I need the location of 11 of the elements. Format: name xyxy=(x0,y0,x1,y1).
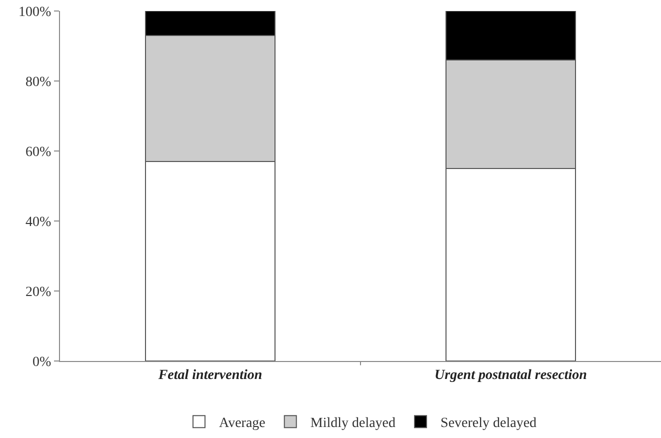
x-tick-label: Fetal intervention xyxy=(157,368,262,383)
y-tick-label: 80% xyxy=(26,74,52,90)
y-tick-label: 0% xyxy=(32,354,52,370)
legend-label: Mildly delayed xyxy=(310,416,396,432)
legend-label: Severely delayed xyxy=(440,416,537,432)
x-tick-label: Urgent postnatal resection xyxy=(434,368,588,383)
y-tick-label: 40% xyxy=(26,214,52,230)
y-tick-label: 100% xyxy=(18,4,52,20)
legend-label: Average xyxy=(219,416,266,432)
y-tick-label: 20% xyxy=(26,284,52,300)
y-tick-label: 60% xyxy=(26,144,52,160)
